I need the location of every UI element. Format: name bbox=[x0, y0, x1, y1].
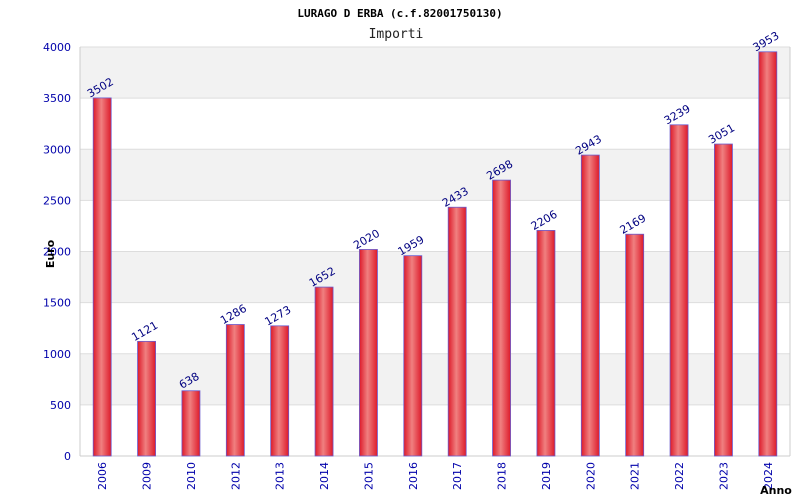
x-tick-label-2012: 2012 bbox=[229, 462, 242, 490]
value-label-2021: 2169 bbox=[618, 212, 649, 237]
y-tick-label: 2000 bbox=[43, 246, 71, 259]
bar-2022 bbox=[669, 124, 689, 457]
x-tick-label-2010: 2010 bbox=[185, 462, 198, 490]
y-tick-label: 3000 bbox=[43, 143, 71, 156]
value-label-2015: 2020 bbox=[351, 227, 382, 252]
chart-subtitle: Importi bbox=[369, 27, 424, 42]
y-tick-label: 3500 bbox=[43, 92, 71, 105]
x-tick-label-2016: 2016 bbox=[407, 462, 420, 490]
bars bbox=[92, 51, 778, 457]
bar-2018 bbox=[492, 179, 511, 457]
x-tick-label-2022: 2022 bbox=[673, 462, 686, 490]
bar-2009 bbox=[137, 340, 156, 457]
x-tick-label-2017: 2017 bbox=[451, 462, 464, 490]
bar-2024 bbox=[758, 51, 778, 457]
y-axis-ticks: 0 500 1000 1500 2000 2500 3000 3500 4000 bbox=[43, 41, 71, 463]
bar-2014 bbox=[314, 286, 334, 457]
y-tick-label: 0 bbox=[64, 450, 71, 463]
bar-2020 bbox=[580, 154, 600, 457]
x-tick-label-2019: 2019 bbox=[540, 462, 553, 490]
x-axis-label: Anno bbox=[760, 484, 792, 497]
x-tick-label-2006: 2006 bbox=[96, 462, 109, 490]
x-tick-label-2021: 2021 bbox=[629, 462, 642, 490]
x-axis-ticks: 2006 2009 2010 2012 2013 2014 2015 2016 2017 2018… bbox=[96, 462, 775, 490]
x-tick-label-2024: 2024 bbox=[762, 462, 775, 490]
value-label-2009: 1121 bbox=[129, 319, 160, 344]
bar-2021 bbox=[625, 233, 645, 457]
bar-2012 bbox=[225, 324, 245, 457]
bar-2006 bbox=[92, 97, 112, 457]
bar-2010 bbox=[181, 390, 201, 457]
bar-2019 bbox=[536, 230, 556, 457]
x-tick-label-2015: 2015 bbox=[362, 462, 375, 490]
x-tick-label-2009: 2009 bbox=[141, 462, 154, 490]
x-tick-label-2014: 2014 bbox=[318, 462, 331, 490]
y-tick-label: 4000 bbox=[43, 41, 71, 54]
y-tick-label: 2500 bbox=[43, 194, 71, 207]
x-tick-label-2020: 2020 bbox=[584, 462, 597, 490]
y-tick-label: 500 bbox=[50, 399, 71, 412]
chart-title: LURAGO D ERBA (c.f.82001750130) bbox=[297, 7, 502, 20]
bar-2016 bbox=[403, 255, 423, 457]
value-label-2013: 1273 bbox=[263, 303, 294, 328]
value-label-2023: 3051 bbox=[706, 121, 737, 146]
grid-band bbox=[80, 47, 790, 99]
x-tick-label-2018: 2018 bbox=[496, 462, 509, 490]
value-label-2022: 3239 bbox=[662, 102, 693, 127]
y-tick-label: 1500 bbox=[43, 297, 71, 310]
bar-2015 bbox=[359, 249, 378, 457]
bar-2013 bbox=[270, 325, 290, 457]
value-label-2019: 2206 bbox=[529, 208, 560, 233]
value-label-2012: 1286 bbox=[218, 302, 249, 327]
bar-2023 bbox=[714, 143, 733, 457]
bar-2017 bbox=[447, 206, 467, 457]
y-axis-label: Euro bbox=[44, 239, 57, 268]
x-tick-label-2013: 2013 bbox=[274, 462, 287, 490]
y-tick-label: 1000 bbox=[43, 348, 71, 361]
x-tick-label-2023: 2023 bbox=[717, 462, 730, 490]
